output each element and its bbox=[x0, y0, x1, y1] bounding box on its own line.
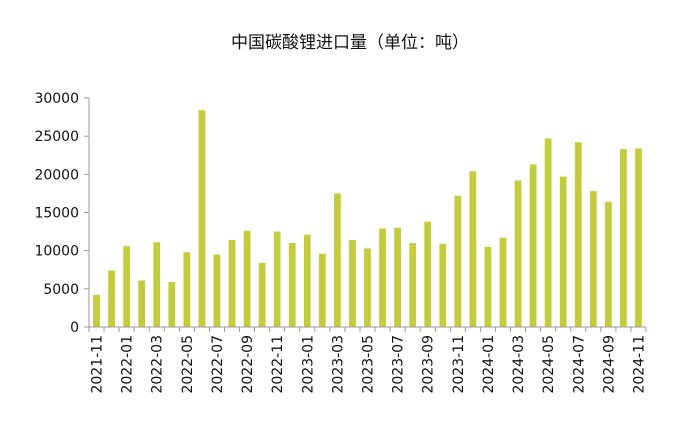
x-tick-label: 2023-11 bbox=[451, 335, 467, 394]
bars-layer bbox=[93, 110, 642, 328]
axes-layer bbox=[84, 97, 647, 332]
x-tick-label: 2023-07 bbox=[391, 335, 407, 394]
bar-2024-08 bbox=[589, 191, 597, 327]
x-tick-label: 2022-05 bbox=[180, 335, 196, 394]
bar-2022-12 bbox=[288, 243, 296, 327]
bar-2022-09 bbox=[243, 230, 251, 327]
x-tick-label: 2023-01 bbox=[300, 335, 316, 394]
bar-2023-02 bbox=[318, 253, 326, 327]
bar-2024-04 bbox=[529, 164, 537, 327]
bar-2024-10 bbox=[620, 149, 627, 327]
x-tick-label: 2023-03 bbox=[330, 335, 346, 394]
bar-2022-02 bbox=[138, 280, 146, 327]
x-tick-label: 2023-05 bbox=[361, 335, 377, 394]
bar-2023-12 bbox=[469, 171, 477, 327]
bar-2024-01 bbox=[484, 246, 492, 327]
y-tick-label: 5000 bbox=[43, 282, 79, 298]
labels-layer: 0 5000 10000 15000 20000 25000 30000 2021-11 202… bbox=[34, 91, 647, 394]
bar-2022-01 bbox=[123, 246, 131, 327]
y-tick-label: 0 bbox=[70, 320, 79, 336]
x-tick-label: 2022-09 bbox=[240, 335, 256, 394]
x-tick-label: 2024-11 bbox=[631, 335, 647, 394]
x-tick-label: 2024-01 bbox=[481, 335, 497, 394]
x-tick-label: 2021-11 bbox=[90, 335, 106, 394]
bar-2023-06 bbox=[379, 228, 386, 327]
x-tick-label: 2024-03 bbox=[511, 335, 527, 394]
bar-2024-11 bbox=[635, 148, 642, 327]
x-tick-label: 2024-07 bbox=[571, 335, 587, 394]
y-tick-label: 30000 bbox=[34, 91, 79, 107]
bar-2022-08 bbox=[228, 239, 236, 327]
x-tick-label: 2024-05 bbox=[541, 335, 557, 394]
x-tick-label: 2022-07 bbox=[210, 335, 226, 394]
bar-2023-05 bbox=[364, 248, 371, 327]
bar-2023-03 bbox=[334, 193, 341, 327]
bar-2023-09 bbox=[424, 221, 432, 327]
chart-title: 中国碳酸锂进口量（单位：吨） bbox=[231, 33, 469, 53]
bar-2024-03 bbox=[514, 180, 522, 327]
bar-2022-11 bbox=[273, 231, 281, 327]
bar-2024-06 bbox=[559, 176, 567, 327]
bar-2023-07 bbox=[394, 227, 401, 327]
x-tick-label: 2023-09 bbox=[421, 335, 437, 394]
bar-2024-05 bbox=[544, 138, 552, 327]
bar-2024-09 bbox=[604, 201, 612, 327]
bar-2022-05 bbox=[183, 252, 191, 327]
bar-2023-11 bbox=[454, 195, 462, 327]
x-tick-label: 2022-01 bbox=[120, 335, 136, 394]
bar-2023-01 bbox=[303, 234, 311, 327]
x-tick-label: 2022-03 bbox=[150, 335, 166, 394]
bar-2022-04 bbox=[168, 281, 176, 327]
bar-2023-04 bbox=[349, 239, 356, 327]
bar-2022-10 bbox=[258, 262, 266, 327]
y-tick-label: 25000 bbox=[34, 129, 79, 145]
bar-2022-07 bbox=[213, 254, 221, 327]
y-tick-label: 10000 bbox=[34, 244, 79, 260]
x-tick-label: 2022-11 bbox=[270, 335, 286, 394]
y-tick-label: 15000 bbox=[34, 206, 79, 222]
bar-2024-02 bbox=[499, 237, 507, 327]
y-tick-label: 20000 bbox=[34, 167, 79, 183]
bar-2021-12 bbox=[108, 270, 115, 327]
x-tick-label: 2024-09 bbox=[601, 335, 617, 394]
bar-2021-11 bbox=[93, 294, 100, 327]
bar-2024-07 bbox=[574, 142, 582, 327]
bar-2022-06 bbox=[198, 110, 206, 328]
bar-2023-10 bbox=[439, 243, 447, 327]
bar-2023-08 bbox=[409, 243, 417, 327]
bar-2022-03 bbox=[153, 242, 161, 327]
